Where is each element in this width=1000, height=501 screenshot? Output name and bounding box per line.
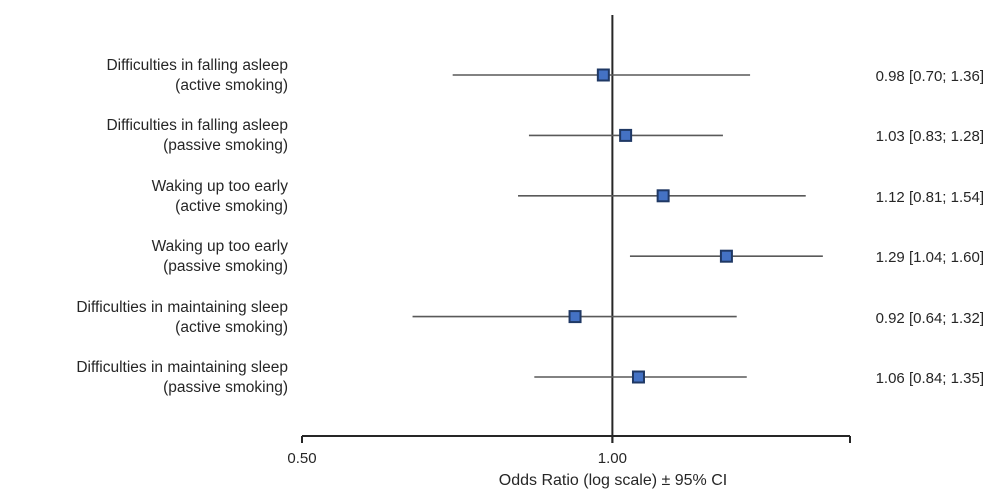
row-label-outcome: Difficulties in falling asleep [106,57,288,74]
x-axis-tick-label: 0.50 [287,450,317,467]
or-point-marker [719,249,733,263]
row-label: Waking up too early (active smoking) [152,177,288,217]
or-point-marker [631,370,645,384]
row-label: Difficulties in maintaining sleep (passiv… [76,358,288,398]
row-label-outcome: Difficulties in falling asleep [106,117,288,135]
row-label: Difficulties in falling asleep (active sm… [106,56,288,96]
row-label-outcome: Waking up too early [151,177,288,195]
row-label-exposure: (active smoking) [175,77,288,94]
or-ci-value: 1.12 [0.81; 1.54] [875,188,984,206]
row-label: Waking up too early (passive smoking) [152,237,288,277]
or-ci-value: 0.98 [0.70; 1.36] [875,68,984,85]
row-label-outcome: Difficulties in maintaining sleep [76,359,288,376]
row-label-exposure: (passive smoking) [163,379,288,396]
or-point-marker [619,128,633,142]
or-ci-value: 1.29 [1.04; 1.60] [875,249,984,267]
x-axis-title: Odds Ratio (log scale) ± 95% CI [498,472,728,489]
row-label-exposure: (passive smoking) [163,137,288,155]
row-label-exposure: (active smoking) [175,318,288,336]
or-point-marker [596,68,610,82]
row-label-exposure: (passive smoking) [163,258,288,276]
or-ci-value: 1.06 [0.84; 1.35] [875,370,984,387]
row-label-outcome: Difficulties in maintaining sleep [76,298,288,316]
row-label: Difficulties in falling asleep (passive s… [106,116,288,156]
row-label-outcome: Waking up too early [151,238,288,256]
or-point-marker [656,189,670,203]
row-label: Difficulties in maintaining sleep (active… [76,298,288,338]
row-label-exposure: (active smoking) [175,197,288,215]
or-ci-value: 0.92 [0.64; 1.32] [875,309,984,327]
or-point-marker [568,310,582,324]
x-axis-tick-label: 1.00 [597,450,627,467]
or-ci-value: 1.03 [0.83; 1.28] [875,128,984,146]
